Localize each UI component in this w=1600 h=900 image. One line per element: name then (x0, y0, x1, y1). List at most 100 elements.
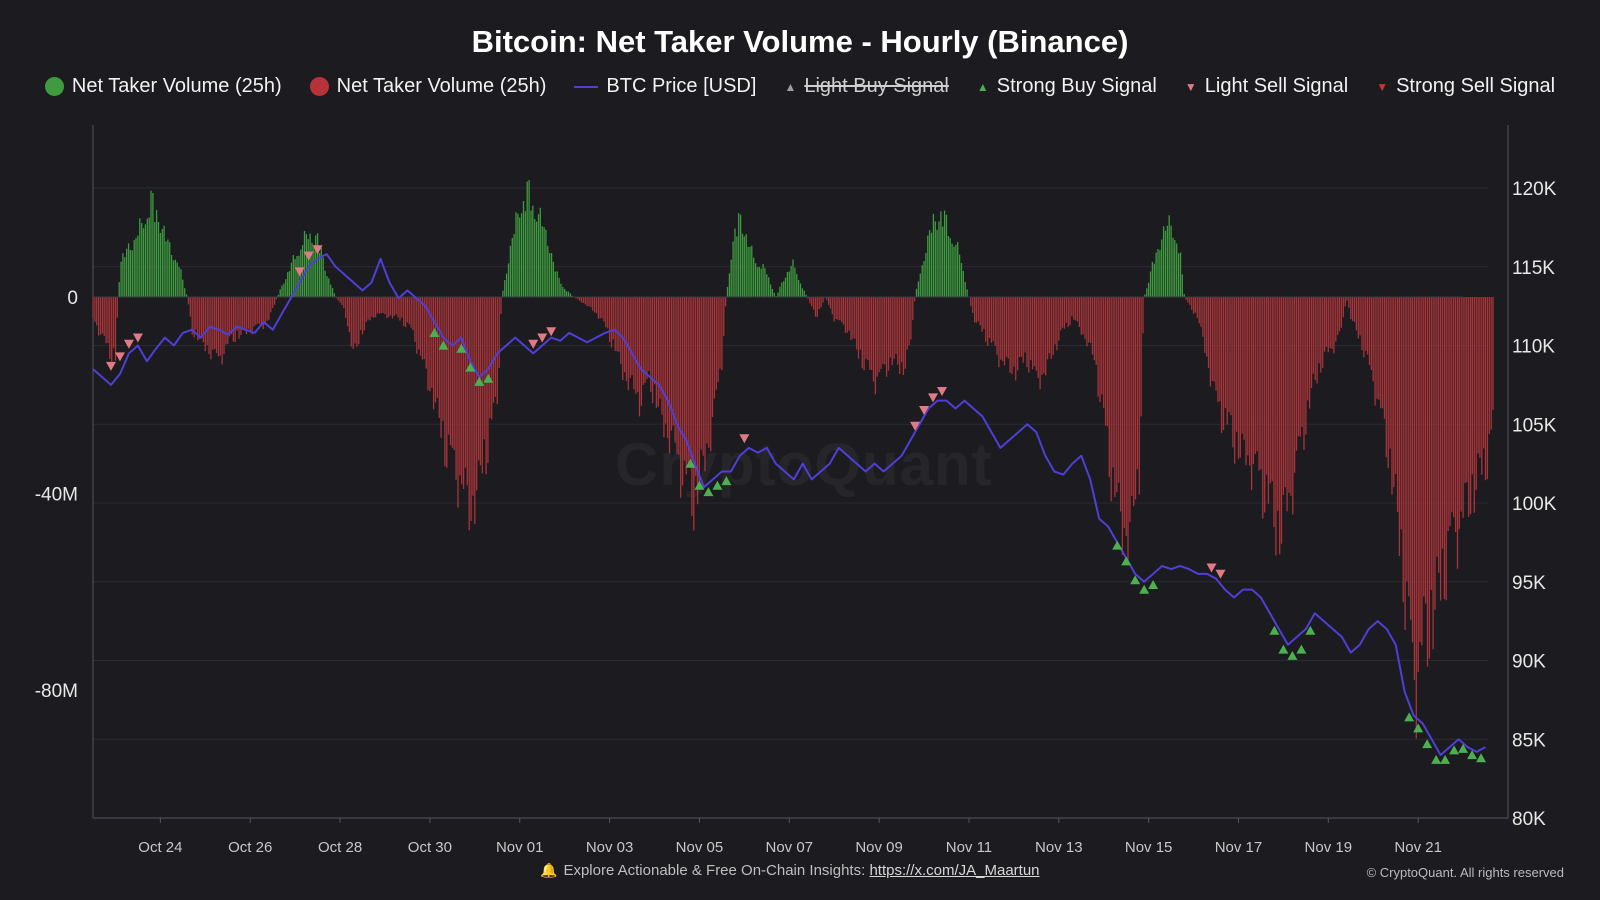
light-sell-signal (312, 245, 323, 255)
light-sell-signal (919, 405, 930, 415)
legend-item-strong-buy[interactable]: ▲ Strong Buy Signal (977, 75, 1157, 98)
x-tick-label: Nov 05 (676, 839, 724, 856)
footer-link[interactable]: https://x.com/JA_Maartun (869, 862, 1040, 879)
x-tick-label: Nov 07 (766, 839, 814, 856)
strong-buy-signal (1278, 644, 1289, 654)
y-right-tick-label: 115K (1512, 258, 1555, 279)
light-sell-signal (537, 333, 548, 343)
strong-buy-signal (1139, 584, 1150, 594)
light-sell-signal (937, 387, 947, 397)
strong-buy-signal (703, 487, 714, 497)
strong-buy-signal (1296, 644, 1307, 654)
strong-buy-signal (1431, 754, 1442, 764)
legend-label: BTC Price [USD] (606, 75, 757, 97)
x-tick-label: Oct 26 (228, 839, 272, 856)
net-taker-bars (92, 180, 1494, 739)
legend-label: Strong Sell Signal (1396, 75, 1556, 97)
light-sell-signal (910, 421, 921, 431)
x-tick-label: Oct 24 (138, 839, 182, 856)
x-tick-label: Oct 30 (408, 839, 452, 856)
light-sell-signal (303, 251, 314, 261)
y-left-tick-label: -80M (35, 681, 78, 702)
x-tick-label: Nov 21 (1394, 839, 1442, 856)
strong-buy-signal (712, 480, 723, 490)
footer-text: Explore Actionable & Free On-Chain Insig… (563, 862, 866, 879)
x-tick-label: Oct 28 (318, 839, 362, 856)
strong-buy-signal (474, 376, 485, 386)
x-tick-label: Nov 01 (496, 839, 544, 856)
legend-item-btc-price[interactable]: BTC Price [USD] (574, 75, 756, 98)
x-tick-label: Nov 15 (1125, 839, 1173, 856)
light-sell-signal (123, 339, 134, 349)
legend-item-light-sell[interactable]: ▼ Light Sell Signal (1185, 75, 1348, 98)
light-sell-signal (294, 267, 305, 277)
strong-buy-signal (1404, 712, 1415, 722)
x-tick-label: Nov 19 (1305, 839, 1353, 856)
legend-label: Net Taker Volume (25h) (336, 75, 547, 97)
btc-price-line (92, 253, 1486, 756)
strong-buy-signal (465, 362, 476, 372)
legend-label: Light Sell Signal (1204, 75, 1349, 97)
triangle-up-icon: ▲ (976, 79, 989, 94)
y-right-tick-label: 110K (1512, 337, 1555, 358)
y-right-tick-label: 105K (1512, 415, 1557, 436)
x-tick-label: Nov 09 (855, 839, 903, 856)
x-tick-label: Nov 13 (1035, 839, 1083, 856)
strong-buy-signal (1440, 754, 1451, 764)
strong-buy-signal (1476, 753, 1487, 763)
triangle-up-icon: ▲ (784, 79, 797, 94)
legend: Net Taker Volume (25h) Net Taker Volume … (0, 75, 1600, 98)
y-right-tick-label: 90K (1512, 652, 1546, 673)
y-left-tick-label: 0 (67, 288, 78, 309)
light-sell-signal (546, 327, 557, 337)
strong-buy-signal (685, 458, 696, 468)
strong-buy-signal (694, 480, 705, 490)
red-dot-icon (309, 77, 329, 96)
light-sell-signal (739, 434, 750, 444)
y-right-tick-label: 120K (1512, 179, 1557, 200)
light-sell-signal (1215, 569, 1226, 579)
legend-item-net-taker-negative[interactable]: Net Taker Volume (25h) (309, 75, 547, 98)
legend-item-net-taker-positive[interactable]: Net Taker Volume (25h) (44, 75, 282, 98)
strong-buy-signal (1287, 650, 1298, 660)
line-icon (574, 85, 599, 88)
green-dot-icon (44, 77, 64, 96)
light-sell-signal (105, 361, 116, 371)
light-sell-signal (1206, 563, 1217, 573)
light-sell-signal (528, 339, 539, 349)
legend-item-light-buy[interactable]: ▲ Light Buy Signal (784, 75, 948, 98)
legend-item-strong-sell[interactable]: ▼ Strong Sell Signal (1376, 75, 1555, 98)
strong-buy-signal (1458, 743, 1469, 753)
strong-buy-signal (1130, 575, 1141, 585)
x-tick-label: Nov 11 (946, 839, 992, 856)
strong-buy-signal (1112, 540, 1123, 550)
strong-buy-signal (483, 373, 494, 383)
triangle-down-icon: ▼ (1376, 79, 1389, 94)
y-right-tick-label: 85K (1512, 730, 1546, 751)
legend-label: Net Taker Volume (25h) (71, 75, 282, 97)
strong-buy-signal (1467, 750, 1478, 760)
y-right-tick-label: 80K (1512, 809, 1546, 830)
footer: 🔔 Explore Actionable & Free On-Chain Insi… (540, 862, 1040, 879)
strong-buy-signal (429, 328, 440, 338)
chart-title: Bitcoin: Net Taker Volume - Hourly (Bina… (471, 24, 1129, 59)
x-tick-label: Nov 03 (586, 839, 634, 856)
strong-buy-signal (1413, 723, 1424, 733)
signals (105, 245, 1487, 764)
strong-buy-signal (1422, 739, 1433, 749)
strong-buy-signal (721, 476, 732, 486)
legend-label: Strong Buy Signal (996, 75, 1157, 97)
light-sell-signal (928, 393, 939, 403)
strong-buy-signal (456, 343, 467, 353)
y-right-tick-label: 95K (1512, 573, 1546, 594)
strong-buy-signal (1121, 556, 1132, 566)
x-tick-label: Nov 17 (1215, 839, 1263, 856)
strong-buy-signal (1269, 625, 1280, 635)
strong-buy-signal (1449, 745, 1460, 755)
strong-buy-signal (1148, 580, 1159, 590)
copyright: © CryptoQuant. All rights reserved (1366, 865, 1564, 880)
y-right-tick-label: 100K (1512, 494, 1557, 515)
light-sell-signal (114, 352, 125, 362)
strong-buy-signal (438, 340, 449, 350)
